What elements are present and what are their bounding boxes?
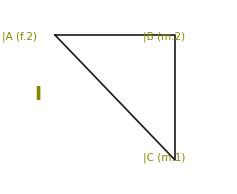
Text: I: I — [34, 86, 41, 105]
Text: |C (m.1): |C (m.1) — [143, 152, 185, 163]
Text: |A (f.2): |A (f.2) — [2, 32, 37, 42]
Text: |B (m.2): |B (m.2) — [143, 32, 185, 42]
